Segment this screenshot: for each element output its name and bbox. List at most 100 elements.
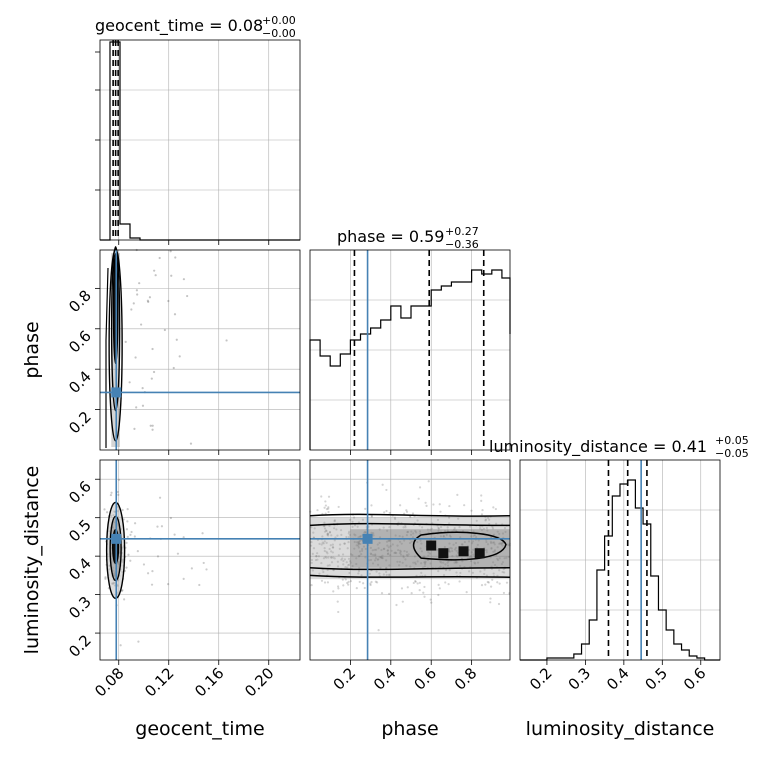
p21-point-232: [419, 539, 422, 542]
p21-point-109: [449, 546, 452, 550]
p21-point-365: [378, 556, 381, 559]
p21-point-92: [358, 580, 361, 584]
p21-point-282: [354, 534, 357, 537]
panel-geocent-time-histogram: [95, 39, 301, 245]
p21-point-524: [406, 554, 409, 557]
p21-point-685: [377, 547, 380, 550]
p21-point-155: [401, 600, 404, 603]
p21-point-641: [324, 500, 327, 503]
p21-point-85: [372, 532, 375, 535]
p10-point-6: [169, 250, 172, 253]
p21-point-593: [424, 560, 427, 563]
p21-point-44: [380, 592, 384, 595]
p21-point-46: [408, 541, 412, 545]
p10-point-26: [138, 282, 141, 285]
p20-point-203: [125, 541, 128, 544]
p21-point-272: [357, 546, 360, 549]
p21-point-496: [318, 542, 321, 546]
p21-point-473: [335, 528, 338, 531]
p21-point-366: [454, 541, 458, 545]
p21-point-407: [377, 628, 380, 632]
p21-point-689: [460, 543, 464, 546]
p21-point-32: [331, 546, 335, 549]
gt-frame: [99, 39, 301, 241]
p21-point-625: [492, 506, 495, 509]
p21-point-37: [417, 497, 420, 500]
p21-point-301: [328, 524, 331, 527]
p21-point-207: [476, 543, 479, 546]
p21-point-486: [470, 509, 473, 512]
p22-hist-line: [520, 479, 720, 661]
p20-point-94: [173, 533, 176, 536]
p21-point-116: [381, 556, 384, 559]
p21-point-141: [369, 558, 373, 562]
p21-point-594: [445, 533, 448, 537]
p21-point-304: [331, 551, 334, 554]
p21-point-96: [381, 557, 384, 560]
p21-point-281: [423, 585, 426, 589]
p21-point-634: [388, 511, 391, 515]
p21-point-278: [325, 550, 328, 554]
p21-point-606: [494, 507, 497, 511]
p21-point-345: [486, 543, 490, 546]
p21-point-352: [372, 534, 375, 537]
p21-point-6: [501, 561, 505, 564]
p20-point-55: [133, 522, 137, 525]
p21-point-686: [347, 541, 350, 544]
p21-point-150: [376, 543, 379, 546]
p20-point-166: [123, 598, 126, 601]
p20-ticklabel-y-2: 0.4: [65, 554, 95, 584]
p21-point-563: [410, 592, 413, 595]
p10-point-18: [134, 356, 137, 359]
p21-point-363: [410, 540, 413, 543]
p20-point-143: [110, 491, 113, 494]
p21-point-234: [452, 543, 455, 546]
p21-point-422: [426, 528, 429, 531]
p20-ticklabel-y-4: 0.6: [65, 477, 95, 507]
p21-point-419: [472, 530, 475, 533]
p21-point-609: [337, 554, 340, 557]
p21-point-666: [327, 507, 330, 510]
p21-point-671: [385, 509, 388, 513]
p21-point-621: [480, 499, 483, 502]
p21-point-692: [403, 549, 406, 553]
p21-point-177: [442, 574, 446, 577]
p21-point-350: [355, 544, 358, 547]
p21-point-15: [418, 589, 421, 592]
p21-ticklabel-x-2: 0.6: [410, 664, 440, 694]
p21-point-296: [309, 544, 313, 547]
p21-point-521: [357, 570, 361, 573]
p21-point-396: [469, 554, 472, 558]
p21-point-308: [320, 543, 323, 546]
p21-point-465: [316, 509, 319, 512]
p21-point-429: [489, 597, 492, 600]
p20-point-12: [198, 583, 201, 587]
p21-point-111: [385, 570, 388, 574]
p21-point-591: [480, 513, 484, 516]
p20-point-168: [190, 567, 193, 570]
p10-point-0: [225, 339, 228, 342]
p21-point-501: [474, 562, 477, 565]
p21-point-33: [488, 522, 491, 526]
p21-point-16: [328, 530, 332, 534]
p11-hist-line: [309, 269, 511, 450]
p21-point-97: [448, 542, 451, 545]
p21-point-652: [500, 542, 503, 545]
p21-point-489: [340, 558, 343, 561]
p10-point-10: [178, 355, 181, 358]
p21-point-604: [418, 581, 421, 584]
p21-point-376: [346, 547, 349, 550]
p21-point-138: [458, 580, 461, 583]
p21-point-590: [430, 527, 433, 530]
p10-point-30: [149, 424, 152, 427]
p21-point-417: [336, 600, 339, 603]
p21-point-425: [373, 548, 376, 551]
p21-point-40: [469, 559, 473, 563]
p20-point-43: [125, 566, 128, 569]
p21-point-415: [370, 580, 373, 584]
p21-point-256: [472, 534, 475, 537]
p10-point-23: [172, 366, 175, 370]
p21-point-440: [397, 548, 400, 552]
p21-point-456: [363, 531, 366, 534]
p21-point-341: [459, 571, 462, 575]
